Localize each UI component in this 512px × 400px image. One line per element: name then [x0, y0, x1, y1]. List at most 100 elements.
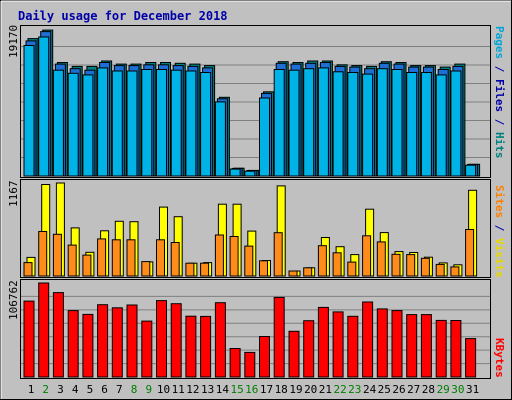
- legend-part: /: [493, 112, 506, 132]
- bar-pages: [52, 69, 64, 177]
- bar-sites: [362, 235, 372, 277]
- bar-pages: [111, 70, 123, 177]
- kbytes-ymax-label: 106762: [7, 280, 20, 320]
- x-tick-label: 12: [186, 383, 199, 396]
- bar-kbytes: [170, 303, 182, 378]
- bar-kbytes: [111, 307, 123, 378]
- bar-pages: [450, 70, 462, 177]
- bar-kbytes: [67, 310, 79, 378]
- hits-ymax-label: 19170: [7, 25, 20, 58]
- x-tick-label: 9: [145, 383, 152, 396]
- x-tick-label: 21: [319, 383, 332, 396]
- bar-sites: [288, 270, 298, 277]
- bar-sites: [200, 262, 210, 277]
- legend-part: Visits: [493, 238, 506, 278]
- bar-sites: [111, 239, 121, 277]
- hits-legend: Pages / Files / Hits: [493, 26, 506, 159]
- x-tick-label: 30: [451, 383, 464, 396]
- bar-kbytes: [465, 338, 477, 378]
- bar-sites: [141, 261, 151, 277]
- bar-pages: [259, 97, 270, 177]
- bar-kbytes: [185, 315, 197, 378]
- bar-pages: [200, 72, 212, 177]
- x-tick-label: 4: [72, 383, 79, 396]
- x-tick-label: 18: [275, 383, 288, 396]
- x-tick-label: 31: [466, 383, 479, 396]
- x-tick-label: 24: [363, 383, 377, 396]
- x-tick-label: 20: [304, 383, 317, 396]
- x-tick-label: 29: [437, 383, 450, 396]
- bar-kbytes: [200, 315, 212, 378]
- bar-sites: [126, 239, 136, 277]
- x-tick-label: 6: [101, 383, 108, 396]
- bar-sites: [273, 232, 283, 277]
- bar-pages: [303, 68, 315, 177]
- bar-kbytes: [303, 320, 315, 378]
- bar-kbytes: [82, 313, 94, 378]
- bar-sites: [406, 254, 416, 277]
- bar-sites: [23, 262, 33, 277]
- bar-pages: [317, 67, 329, 177]
- bar-pages: [347, 72, 359, 177]
- visits-ymax-label: 1167: [7, 181, 20, 208]
- bar-pages: [141, 69, 153, 177]
- bar-sites: [450, 266, 460, 277]
- bar-pages: [362, 73, 374, 177]
- legend-part: Hits: [493, 132, 506, 159]
- bar-pages: [170, 69, 182, 177]
- bar-sites: [259, 260, 268, 277]
- bar-sites: [303, 267, 313, 277]
- bar-kbytes: [332, 311, 344, 378]
- bar-sites: [170, 242, 180, 277]
- bar-kbytes: [406, 314, 418, 378]
- bars: [23, 29, 481, 378]
- bar-sites: [185, 262, 195, 277]
- bar-pages: [185, 70, 197, 177]
- bar-pages: [420, 72, 432, 177]
- bar-sites: [67, 244, 77, 277]
- legend-part: Pages: [493, 26, 506, 59]
- bar-sites: [420, 257, 430, 277]
- x-tick-label: 25: [378, 383, 391, 396]
- bar-pages: [97, 67, 109, 177]
- bar-pages: [273, 69, 285, 177]
- bar-pages: [67, 72, 79, 177]
- bar-pages: [244, 170, 256, 177]
- x-tick-label: 17: [260, 383, 273, 396]
- bar-pages: [156, 69, 167, 177]
- bar-pages: [214, 101, 226, 177]
- bar-kbytes: [214, 302, 226, 378]
- bar-kbytes: [376, 308, 388, 378]
- legend-part: KBytes: [493, 338, 506, 378]
- bar-sites: [38, 231, 48, 277]
- bar-kbytes: [244, 351, 256, 378]
- bar-kbytes: [126, 304, 138, 378]
- bar-kbytes: [450, 320, 462, 378]
- bar-pages: [38, 36, 50, 177]
- x-tick-label: 11: [172, 383, 185, 396]
- bar-kbytes: [38, 282, 50, 378]
- bar-kbytes: [273, 296, 285, 378]
- bar-sites: [317, 245, 327, 277]
- bar-kbytes: [141, 320, 153, 378]
- x-tick-label: 14: [216, 383, 230, 396]
- x-tick-label: 19: [289, 383, 302, 396]
- bar-kbytes: [347, 315, 359, 378]
- x-tick-label: 13: [201, 383, 214, 396]
- legend-part: /: [493, 218, 506, 238]
- bar-sites: [391, 253, 401, 277]
- x-tick-label: 15: [230, 383, 243, 396]
- bar-pages: [82, 74, 94, 177]
- bar-pages: [435, 74, 447, 177]
- visits-legend: Sites / Visits: [493, 185, 506, 278]
- x-tick-label: 22: [333, 383, 346, 396]
- bar-sites: [376, 241, 386, 277]
- bar-sites: [244, 245, 254, 277]
- bar-kbytes: [288, 330, 300, 378]
- x-tick-label: 7: [116, 383, 123, 396]
- bar-kbytes: [317, 306, 329, 378]
- bar-kbytes: [391, 310, 403, 378]
- bar-pages: [229, 168, 241, 177]
- bar-sites: [156, 239, 165, 277]
